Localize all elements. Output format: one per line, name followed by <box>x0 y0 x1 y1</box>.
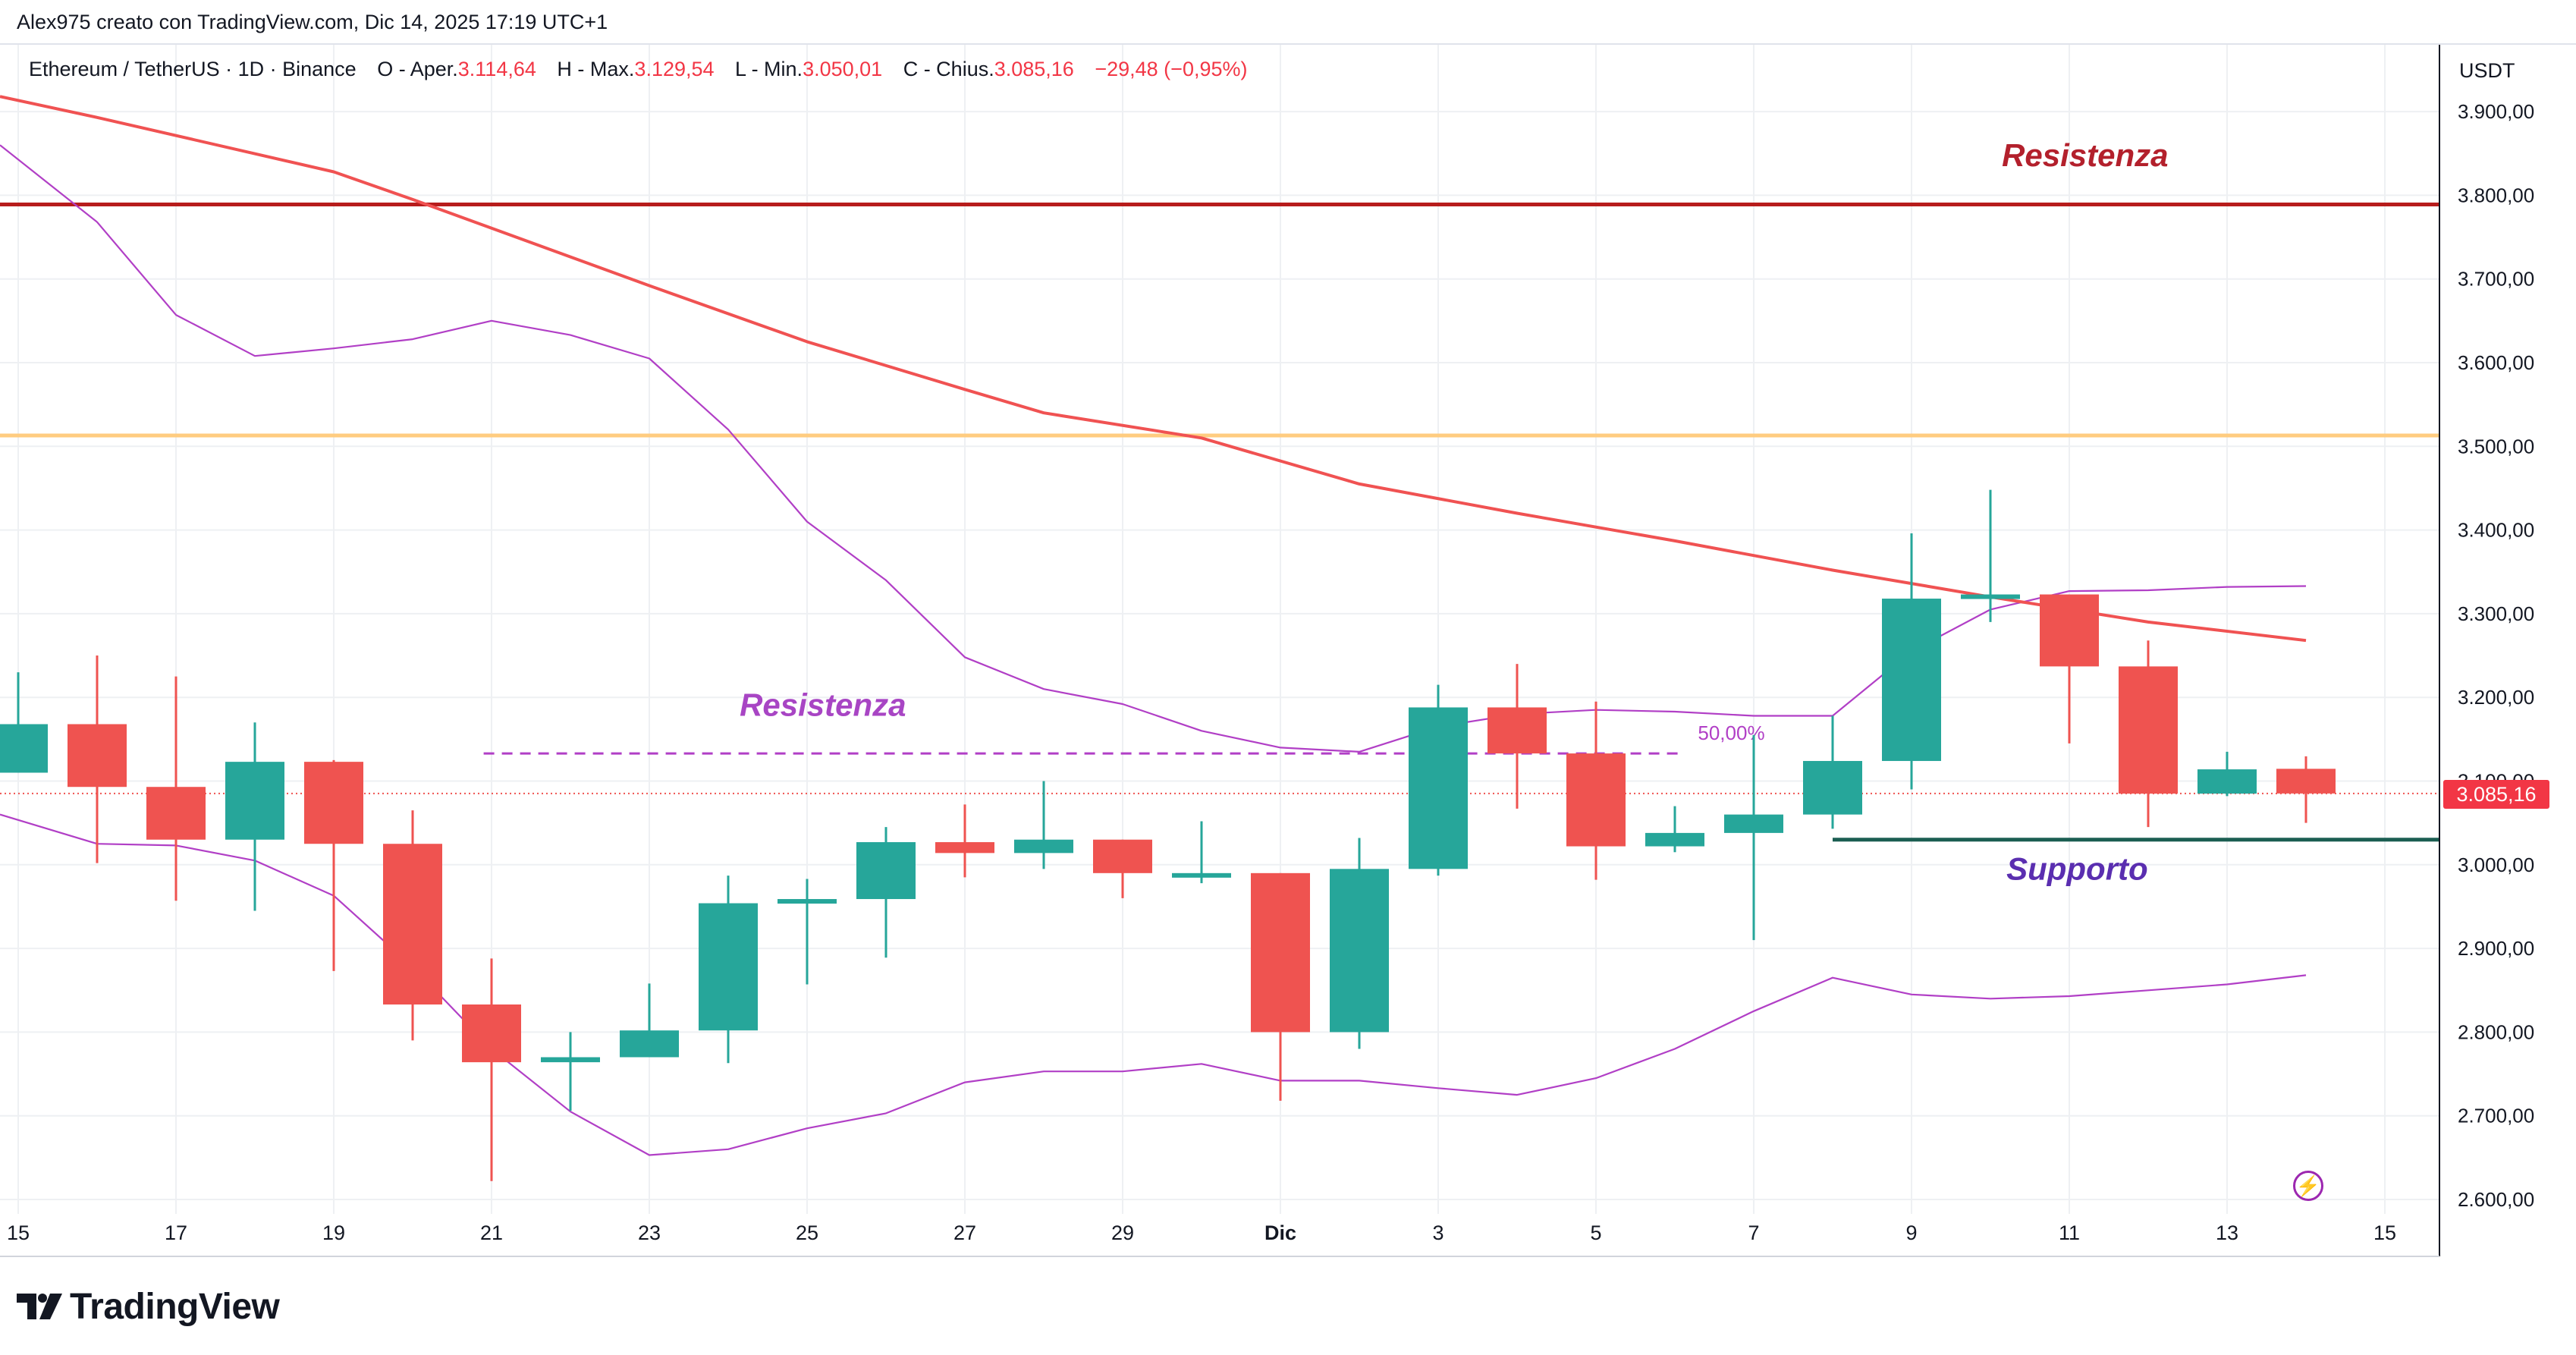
candle-body <box>2276 769 2336 794</box>
y-tick-label: 2.700,00 <box>2458 1105 2534 1127</box>
candle-body <box>1882 599 1941 762</box>
author-line: Alex975 creato con TradingView.com, Dic … <box>17 11 608 33</box>
candle-body <box>1172 872 1231 878</box>
chart-annotations: Resistenza Resistenza Supporto <box>740 137 2168 887</box>
candle-body <box>856 842 916 900</box>
x-tick-label: 15 <box>2373 1221 2396 1244</box>
x-tick-label: Dic <box>1264 1221 1296 1244</box>
candle-body <box>1487 707 1547 754</box>
time-axis[interactable]: 15 17 19 21 23 25 27 29 Dic 3 5 7 9 11 13 15 <box>7 1221 2396 1244</box>
annotation-label: Resistenza <box>740 687 906 722</box>
candle-body <box>1330 869 1389 1033</box>
x-tick-label: 3 <box>1432 1221 1444 1244</box>
x-tick-label: 21 <box>480 1221 503 1244</box>
bollinger-lower-line <box>0 813 2307 1156</box>
candle-body <box>1251 872 1310 1033</box>
candle-body <box>1961 594 2020 599</box>
y-tick-label: 3.000,00 <box>2458 854 2534 876</box>
candle-body <box>1724 814 1783 833</box>
candlesticks <box>0 489 2336 1181</box>
candle-body <box>304 762 363 844</box>
candle-body <box>699 903 758 1031</box>
change-value: −29,48 (−0,95%) <box>1095 58 1248 80</box>
x-tick-label: 11 <box>2059 1221 2080 1244</box>
symbol-name: Ethereum / TetherUS · 1D · Binance <box>29 58 357 80</box>
bollinger-upper-line <box>0 144 2307 753</box>
candle-body <box>2040 594 2099 667</box>
chart-frame <box>0 43 2576 1257</box>
low-label: L - Min. <box>735 58 803 80</box>
x-tick-label: 17 <box>165 1221 187 1244</box>
candle-body <box>935 842 994 854</box>
candle-body <box>146 787 206 840</box>
open-label: O - Aper. <box>377 58 458 80</box>
candle-body <box>620 1030 679 1058</box>
low-value: 3.050,01 <box>803 58 883 80</box>
annotation-label: Resistenza <box>2002 137 2168 173</box>
y-tick-label: 3.700,00 <box>2458 268 2534 291</box>
candle-body <box>225 762 284 840</box>
x-tick-label: 23 <box>638 1221 661 1244</box>
tradingview-logo[interactable]: TradingView <box>17 1285 280 1328</box>
candle-body <box>541 1057 600 1063</box>
candle-body <box>383 844 442 1005</box>
x-tick-label: 13 <box>2216 1221 2238 1244</box>
candle-body <box>2197 769 2257 794</box>
high-label: H - Max. <box>557 58 635 80</box>
last-price-tag: 3.085,16 <box>2443 780 2549 809</box>
x-tick-label: 19 <box>322 1221 345 1244</box>
candle-body <box>2119 666 2178 794</box>
y-tick-label: 3.500,00 <box>2458 435 2534 457</box>
candle-body <box>68 724 127 788</box>
y-tick-label: 3.900,00 <box>2458 100 2534 123</box>
symbol-legend[interactable]: Ethereum / TetherUS · 1D · Binance O - A… <box>29 58 1248 81</box>
candle-body <box>1803 761 1862 815</box>
annotation-label: Supporto <box>2006 851 2148 887</box>
x-tick-label: 5 <box>1590 1221 1601 1244</box>
x-tick-label: 9 <box>1905 1221 1917 1244</box>
x-tick-label: 27 <box>953 1221 976 1244</box>
close-label: C - Chius. <box>903 58 994 80</box>
candle-body <box>0 724 48 773</box>
moving-average-line <box>0 95 2307 643</box>
y-tick-label: 3.400,00 <box>2458 519 2534 542</box>
candle-body <box>1645 832 1704 847</box>
tradingview-logo-icon <box>17 1294 62 1319</box>
brand-name: TradingView <box>70 1286 280 1327</box>
candle-body <box>1093 839 1152 873</box>
close-value: 3.085,16 <box>994 58 1074 80</box>
y-tick-label: 2.600,00 <box>2458 1188 2534 1211</box>
y-tick-label: 3.800,00 <box>2458 184 2534 206</box>
candle-body <box>462 1004 521 1063</box>
x-tick-label: 7 <box>1748 1221 1759 1244</box>
price-unit[interactable]: USDT <box>2459 59 2515 82</box>
y-tick-label: 3.300,00 <box>2458 602 2534 625</box>
horizontal-levels: 50,00% <box>0 203 2439 842</box>
candle-body <box>1014 839 1073 854</box>
y-tick-label: 3.200,00 <box>2458 686 2534 709</box>
candle-body <box>1566 753 1626 847</box>
price-axis[interactable]: 2.600,00 2.700,00 2.800,00 2.900,00 3.000,00… <box>2458 100 2534 1211</box>
y-tick-label: 2.800,00 <box>2458 1020 2534 1043</box>
high-value: 3.129,54 <box>634 58 715 80</box>
open-value: 3.114,64 <box>457 58 536 80</box>
candle-body <box>778 899 837 904</box>
y-tick-label: 3.600,00 <box>2458 351 2534 374</box>
x-tick-label: 15 <box>7 1221 30 1244</box>
candle-body <box>1409 707 1468 869</box>
x-tick-label: 29 <box>1111 1221 1134 1244</box>
x-tick-label: 25 <box>796 1221 818 1244</box>
lightning-icon[interactable]: ⚡ <box>2293 1171 2323 1201</box>
y-tick-label: 2.900,00 <box>2458 937 2534 960</box>
